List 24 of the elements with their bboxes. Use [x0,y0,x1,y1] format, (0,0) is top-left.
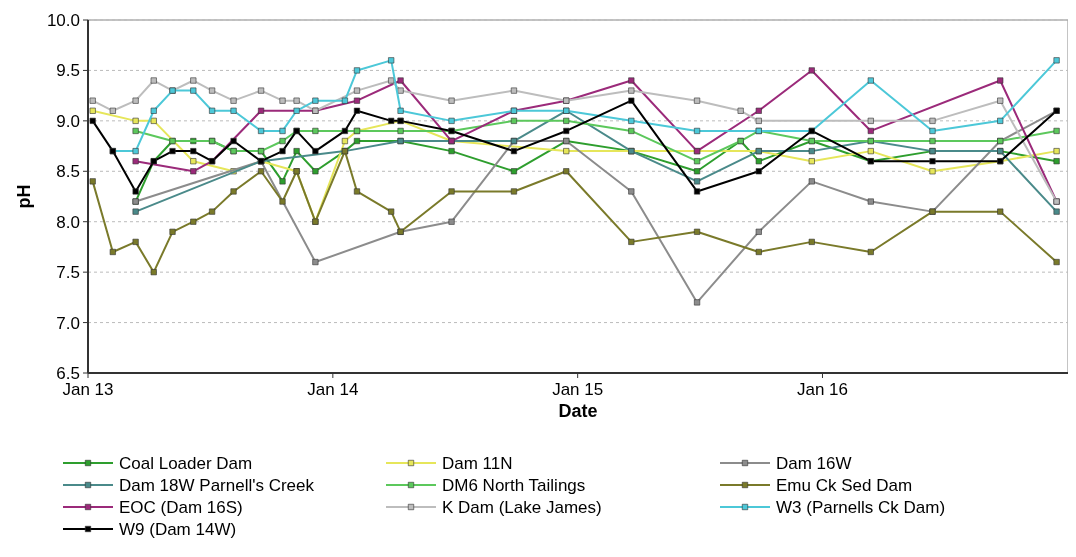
legend-label: EOC (Dam 16S) [119,498,243,517]
y-tick-label: 8.5 [56,162,80,182]
legend-label: W3 (Parnells Ck Dam) [776,498,946,517]
y-tick-label: 7.5 [56,263,80,283]
x-tick-label: Jan 15 [552,380,604,399]
legend-label: Coal Loader Dam [119,454,253,473]
legend-label: K Dam (Lake James) [442,498,602,517]
y-tick-label: 7.0 [56,313,80,333]
legend-label: Dam 18W Parnell's Creek [119,476,315,495]
x-tick-label: Jan 13 [62,380,114,399]
legend-label: Dam 11N [442,454,513,473]
x-tick-label: Jan 16 [796,380,849,399]
y-tick-label: 9.0 [56,111,80,131]
legend-label: DM6 North Tailings [442,476,586,495]
y-tick-label: 10.0 [46,11,80,30]
x-tick-label: Jan 14 [307,380,359,399]
x-axis-title: Date [558,401,598,421]
y-tick-label: 8.0 [56,212,80,232]
y-tick-label: 6.5 [56,364,80,383]
legend-label: Emu Ck Sed Dam [776,476,913,495]
y-tick-label: 9.5 [56,61,80,81]
legend-label: W9 (Dam 14W) [119,520,237,539]
legend-label: Dam 16W [776,454,852,473]
y-axis-title: pH [14,184,34,209]
